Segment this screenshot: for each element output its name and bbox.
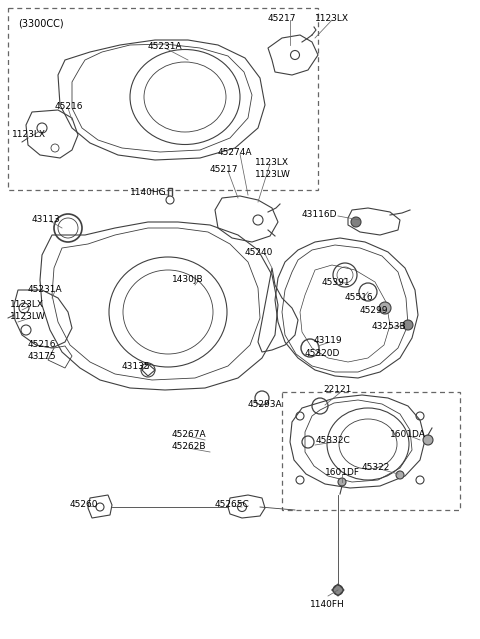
Text: 43119: 43119 bbox=[314, 336, 343, 345]
Text: 45217: 45217 bbox=[210, 165, 239, 174]
Text: 45299: 45299 bbox=[360, 306, 388, 315]
Circle shape bbox=[333, 585, 343, 595]
Circle shape bbox=[338, 478, 346, 486]
Text: 22121: 22121 bbox=[323, 385, 351, 394]
Text: 45260: 45260 bbox=[70, 500, 98, 509]
Text: 43175: 43175 bbox=[28, 352, 57, 361]
Text: 45231A: 45231A bbox=[28, 285, 62, 294]
Text: 1430JB: 1430JB bbox=[172, 275, 204, 284]
Text: 45231A: 45231A bbox=[148, 42, 182, 51]
Text: 45262B: 45262B bbox=[172, 442, 206, 451]
Text: 45320D: 45320D bbox=[305, 349, 340, 358]
Text: 43135: 43135 bbox=[122, 362, 151, 371]
Text: 1123LX: 1123LX bbox=[255, 158, 289, 167]
Text: 45267A: 45267A bbox=[172, 430, 206, 439]
Circle shape bbox=[403, 320, 413, 330]
Text: 43116D: 43116D bbox=[302, 210, 337, 219]
Circle shape bbox=[423, 435, 433, 445]
Text: 43113: 43113 bbox=[32, 215, 60, 224]
Circle shape bbox=[351, 217, 361, 227]
Text: 45217: 45217 bbox=[268, 14, 297, 23]
Text: 45322: 45322 bbox=[362, 463, 390, 472]
Text: 45293A: 45293A bbox=[248, 400, 283, 409]
Text: 45265C: 45265C bbox=[215, 500, 250, 509]
Circle shape bbox=[396, 471, 404, 479]
Text: 45216: 45216 bbox=[28, 340, 57, 349]
Text: 45240: 45240 bbox=[245, 248, 274, 257]
Text: 1601DF: 1601DF bbox=[325, 468, 360, 477]
Bar bbox=[282, 392, 460, 510]
Circle shape bbox=[379, 302, 391, 314]
Text: 1140FH: 1140FH bbox=[310, 600, 345, 609]
Text: 1123LW: 1123LW bbox=[255, 170, 291, 179]
Text: 1123LW: 1123LW bbox=[10, 312, 46, 321]
Text: 45391: 45391 bbox=[322, 278, 350, 287]
Text: 45216: 45216 bbox=[55, 102, 84, 111]
Text: 1123LX: 1123LX bbox=[12, 130, 46, 139]
Bar bbox=[8, 8, 318, 190]
Text: 45516: 45516 bbox=[345, 293, 373, 302]
Text: 45274A: 45274A bbox=[218, 148, 252, 157]
Text: 43253B: 43253B bbox=[372, 322, 407, 331]
Text: 1140HG: 1140HG bbox=[130, 188, 167, 197]
Text: 45332C: 45332C bbox=[316, 436, 351, 445]
Text: 1601DA: 1601DA bbox=[390, 430, 426, 439]
Text: 1123LX: 1123LX bbox=[315, 14, 349, 23]
Text: 1123LX: 1123LX bbox=[10, 300, 44, 309]
Text: (3300CC): (3300CC) bbox=[18, 18, 64, 28]
